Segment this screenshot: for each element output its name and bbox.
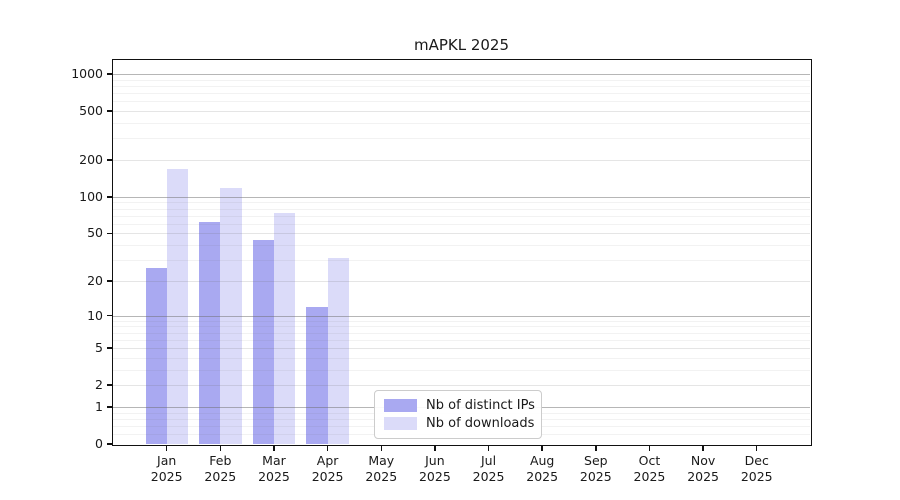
x-tick-apr	[326, 445, 329, 451]
gridline-10	[113, 315, 810, 317]
gridline-600	[113, 101, 810, 103]
x-tick-label-oct: Oct 2025	[633, 453, 666, 484]
legend-swatch-distinct-ips	[384, 399, 417, 413]
bar-distinct-ips-feb	[199, 222, 221, 444]
legend-entry-downloads: Nb of downloads	[384, 415, 535, 433]
x-tick-mar	[273, 445, 275, 451]
y-tick-10	[106, 314, 112, 317]
y-tick-label-50: 50	[87, 225, 103, 241]
bar-distinct-ips-mar	[252, 240, 274, 444]
x-tick-may	[380, 445, 382, 451]
gridline-700	[113, 93, 810, 95]
gridline-1000	[113, 74, 810, 76]
y-tick-label-1000: 1000	[71, 66, 103, 82]
gridline-200	[113, 160, 810, 162]
gridline-900	[113, 79, 810, 81]
gridline-3	[113, 369, 810, 371]
bar-distinct-ips-apr	[306, 306, 328, 444]
gridline-300	[113, 138, 810, 140]
x-tick-label-nov: Nov 2025	[687, 453, 719, 484]
gridline-9	[113, 320, 810, 322]
bar-downloads-jan	[166, 168, 188, 444]
y-tick-label-2: 2	[95, 377, 103, 393]
x-tick-label-jul: Jul 2025	[472, 453, 505, 484]
legend-entry-distinct-ips: Nb of distinct IPs	[384, 397, 535, 415]
gridline-500	[113, 111, 810, 113]
y-tick-50	[106, 232, 112, 235]
y-tick-2	[106, 384, 112, 386]
plot-area: 0 1 2 5 10 20 50 100 200 500 1000 Jan 2025 Feb 2025 Ma…	[71, 58, 812, 484]
x-tick-oct	[648, 445, 651, 451]
x-tick-label-sep: Sep 2025	[579, 453, 612, 484]
gridline-2	[113, 385, 810, 387]
gridline-8	[113, 326, 810, 328]
gridline-60	[113, 223, 810, 225]
x-tick-sep	[595, 445, 597, 451]
y-tick-label-0: 0	[95, 436, 103, 451]
x-tick-jun	[434, 445, 436, 451]
gridline-400	[113, 123, 810, 125]
gridline-80	[113, 208, 810, 210]
gridline-5	[113, 348, 810, 350]
y-tick-5	[106, 347, 112, 349]
bar-downloads-mar	[273, 212, 296, 444]
gridline-50	[113, 233, 810, 235]
gridline-20	[113, 280, 810, 282]
y-tick-label-10: 10	[87, 307, 103, 323]
y-tick-20	[106, 280, 112, 282]
bar-downloads-apr	[327, 258, 349, 444]
x-tick-feb	[219, 445, 222, 451]
x-tick-label-jun: Jun 2025	[418, 453, 451, 484]
legend-label-distinct-ips: Nb of distinct IPs	[426, 398, 535, 414]
x-tick-label-jan: Jan 2025	[150, 453, 183, 484]
legend: Nb of distinct IPs Nb of downloads	[374, 390, 542, 439]
x-tick-label-apr: Apr 2025	[311, 453, 344, 484]
x-tick-jul	[487, 445, 490, 451]
gridline-30	[113, 260, 810, 262]
x-tick-label-dec: Dec 2025	[740, 453, 773, 484]
legend-label-downloads: Nb of downloads	[426, 415, 535, 431]
y-tick-1	[106, 406, 112, 408]
gridline-70	[113, 215, 810, 217]
x-tick-label-may: May 2025	[365, 453, 398, 484]
y-tick-label-1: 1	[95, 398, 103, 414]
y-tick-500	[106, 110, 112, 112]
y-tick-label-500: 500	[79, 103, 103, 119]
gridline-40	[113, 245, 810, 247]
x-tick-label-mar: Mar 2025	[258, 453, 290, 484]
y-tick-200	[106, 159, 112, 161]
gridline-6	[113, 339, 810, 341]
chart-title: mAPKL 2025	[413, 36, 510, 54]
legend-swatch-downloads	[384, 416, 417, 430]
y-tick-1000	[106, 73, 112, 75]
y-tick-100	[106, 196, 112, 198]
y-tick-label-20: 20	[87, 272, 103, 288]
x-tick-jan	[165, 445, 168, 451]
bar-distinct-ips-jan	[145, 267, 167, 444]
gridline-90	[113, 202, 810, 204]
x-tick-dec	[755, 445, 758, 451]
y-tick-0	[106, 443, 112, 445]
x-tick-label-feb: Feb 2025	[204, 453, 237, 484]
y-tick-label-5: 5	[95, 340, 103, 356]
x-tick-aug	[541, 445, 543, 451]
gridline-800	[113, 85, 810, 87]
gridline-100	[113, 196, 810, 198]
x-tick-nov	[702, 445, 704, 451]
y-tick-label-200: 200	[79, 152, 103, 168]
x-tick-label-aug: Aug 2025	[526, 453, 559, 484]
gridline-7	[113, 332, 810, 334]
gridline-4	[113, 357, 810, 359]
y-tick-label-100: 100	[79, 188, 103, 204]
